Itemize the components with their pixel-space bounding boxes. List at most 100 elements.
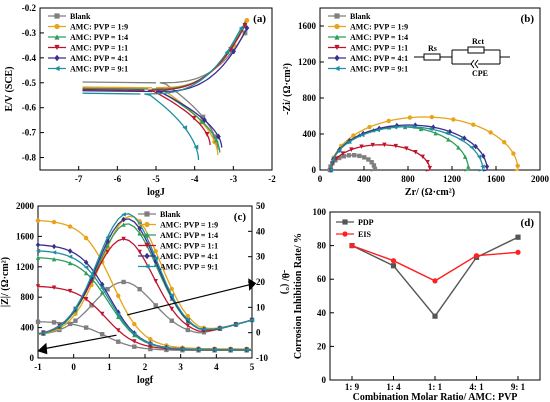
data-point bbox=[116, 309, 121, 316]
data-point bbox=[515, 249, 521, 255]
data-point bbox=[515, 163, 520, 169]
data-point bbox=[224, 49, 230, 55]
data-point bbox=[446, 137, 451, 142]
x-tick-label: -1 bbox=[34, 362, 42, 372]
series-line bbox=[351, 236, 519, 318]
data-point bbox=[121, 279, 126, 285]
panel-label: (d) bbox=[521, 217, 535, 229]
data-point bbox=[105, 235, 110, 240]
x-tick-label: -3 bbox=[230, 174, 238, 184]
y2-tick-label: -10 bbox=[256, 353, 268, 363]
y2-tick-label: 20 bbox=[256, 277, 266, 287]
series-line bbox=[82, 86, 153, 89]
data-point bbox=[193, 144, 199, 150]
data-point bbox=[83, 270, 89, 276]
data-point bbox=[349, 243, 355, 249]
data-point bbox=[200, 114, 206, 120]
y-tick-label: 60 bbox=[317, 274, 327, 284]
series-4 bbox=[82, 24, 250, 148]
legend-marker bbox=[144, 211, 150, 217]
data-point bbox=[67, 224, 73, 229]
data-point bbox=[359, 144, 364, 149]
y-tick-label: 400 bbox=[303, 129, 317, 139]
resistor-rs bbox=[423, 53, 441, 61]
data-point bbox=[153, 279, 158, 284]
data-point bbox=[121, 222, 126, 227]
data-point bbox=[100, 311, 105, 317]
data-point bbox=[196, 347, 201, 352]
data-point bbox=[137, 230, 142, 236]
data-point bbox=[121, 216, 126, 223]
data-point bbox=[35, 284, 41, 289]
legend-marker bbox=[54, 13, 60, 19]
data-point bbox=[180, 346, 185, 352]
data-point bbox=[330, 157, 336, 163]
series-line bbox=[330, 126, 484, 172]
series-line bbox=[82, 88, 145, 91]
data-point bbox=[228, 347, 233, 352]
legend-marker bbox=[334, 65, 340, 72]
axis-arrows bbox=[37, 278, 257, 355]
data-point bbox=[413, 149, 418, 155]
data-point bbox=[100, 332, 105, 337]
x-tick-label: 3 bbox=[178, 362, 183, 372]
x-tick-label: 400 bbox=[357, 174, 371, 184]
data-point bbox=[35, 319, 41, 325]
legend-label: AMC: PVP = 4:1 bbox=[350, 54, 408, 63]
y-tick-label: 800 bbox=[21, 292, 35, 302]
arrow-right bbox=[127, 283, 251, 316]
data-point bbox=[132, 339, 137, 344]
legend-label: AMC: PVP = 9:1 bbox=[160, 263, 218, 272]
series-line bbox=[351, 244, 519, 282]
legend-marker bbox=[54, 23, 60, 30]
data-point bbox=[41, 330, 46, 336]
data-point bbox=[148, 341, 153, 346]
legend-marker bbox=[54, 65, 60, 72]
y-tick-label: -0.4 bbox=[22, 53, 37, 63]
data-point bbox=[360, 132, 365, 138]
data-point bbox=[429, 114, 435, 120]
data-point bbox=[217, 325, 223, 331]
y-tick-label: 1600 bbox=[16, 231, 35, 241]
data-point bbox=[191, 115, 197, 121]
y2-tick-label: 30 bbox=[256, 252, 266, 262]
data-point bbox=[67, 248, 73, 254]
data-point bbox=[105, 286, 110, 292]
circuit-label-cpe: CPE bbox=[472, 69, 488, 78]
data-point bbox=[484, 163, 490, 170]
panel-label: (a) bbox=[253, 13, 266, 25]
data-point bbox=[372, 166, 378, 172]
legend-label: AMC: PVP = 1:4 bbox=[160, 231, 218, 240]
legend-label: AMC: PVP = 9:1 bbox=[70, 65, 128, 74]
series-line bbox=[144, 93, 200, 161]
data-point bbox=[371, 163, 377, 168]
x-tick-label: -5 bbox=[152, 174, 160, 184]
data-point bbox=[473, 253, 480, 259]
y-tick-label: 0 bbox=[322, 375, 327, 385]
data-point bbox=[51, 250, 57, 255]
x-tick-label: 800 bbox=[401, 174, 415, 184]
legend-marker bbox=[342, 231, 348, 237]
data-point bbox=[202, 117, 207, 124]
data-point bbox=[216, 133, 221, 140]
data-point bbox=[121, 236, 126, 242]
data-point bbox=[169, 306, 174, 312]
resistor-rct bbox=[467, 46, 485, 54]
panel-label: (b) bbox=[521, 13, 535, 25]
data-point bbox=[137, 249, 142, 255]
series-line bbox=[82, 87, 149, 90]
data-point bbox=[51, 243, 57, 250]
data-point bbox=[515, 234, 521, 240]
data-point bbox=[480, 164, 485, 169]
data-point bbox=[233, 322, 239, 327]
data-point bbox=[83, 259, 89, 266]
legend-label: EIS bbox=[358, 230, 371, 239]
y-tick-label: 1200 bbox=[298, 57, 317, 67]
legend: PDP EIS bbox=[336, 218, 374, 239]
data-point bbox=[185, 323, 190, 328]
data-point bbox=[67, 260, 73, 266]
y2-tick-label: 0 bbox=[256, 328, 261, 338]
legend-label: AMC: PVP = 4:1 bbox=[160, 252, 218, 261]
legend-label: AMC: PVP = 1:9 bbox=[160, 221, 218, 230]
